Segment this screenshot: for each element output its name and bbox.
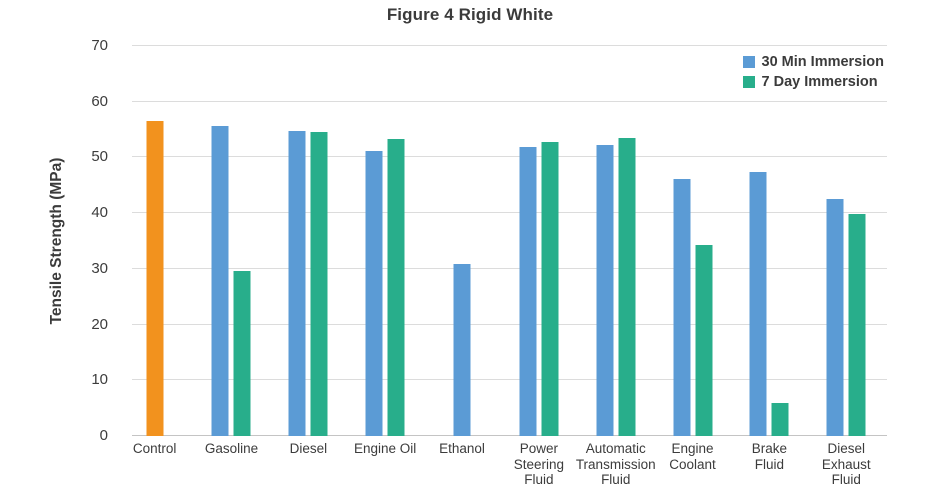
chart-title: Figure 4 Rigid White — [386, 5, 554, 24]
gridline-30 — [132, 267, 887, 269]
gridline-60 — [132, 100, 887, 102]
legend: 30 Min Immersion 7 Day Immersion — [742, 54, 884, 90]
bar-control — [146, 121, 164, 436]
bar-group-automatic — [596, 138, 636, 436]
legend-item-30-min-immersion: 30 Min Immersion — [742, 54, 884, 70]
y-tick-label-30: 30 — [91, 259, 108, 277]
y-tick-label-10: 10 — [91, 371, 108, 389]
bar-7-day-immersion — [310, 132, 328, 436]
legend-swatch-icon — [742, 56, 755, 68]
bar-7-day-immersion — [233, 271, 251, 436]
x-axis-label: Automatic Transmission Fluid — [575, 441, 656, 488]
bar-30-min-immersion — [749, 172, 767, 436]
y-axis-title: Tensile Strength (MPa) — [48, 157, 65, 325]
x-axis-label: Gasoline — [204, 441, 259, 456]
bar-group-gasoline — [211, 126, 251, 436]
y-tick-label-40: 40 — [91, 204, 108, 222]
gridline-20 — [132, 323, 887, 325]
bar-30-min-immersion — [826, 199, 844, 436]
x-axis-label: Ethanol — [439, 441, 485, 456]
bar-group-engine-oil — [365, 139, 405, 436]
gridline-0 — [132, 435, 887, 436]
bar-30-min-immersion — [211, 126, 229, 436]
gridline-50 — [132, 156, 887, 158]
y-tick-label-50: 50 — [91, 148, 108, 166]
x-axis-label: Diesel Exhaust Fluid — [821, 441, 871, 488]
bar-group-power — [519, 142, 559, 436]
gridline-10 — [132, 379, 887, 381]
x-axis-label: Brake Fluid — [751, 441, 788, 472]
x-axis-label: Diesel — [289, 441, 328, 456]
legend-label: 7 Day Immersion — [761, 74, 878, 90]
x-axis-label: Engine Coolant — [669, 441, 716, 472]
bar-group-diesel — [288, 131, 328, 436]
bar-group-diesel — [826, 199, 866, 436]
bar-30-min-immersion — [596, 145, 614, 436]
bar-group-brake — [749, 172, 789, 436]
legend-item-7-day-immersion: 7 Day Immersion — [742, 74, 884, 90]
bar-30-min-immersion — [365, 151, 383, 436]
bar-30-min-immersion — [453, 264, 471, 436]
y-tick-label-20: 20 — [91, 315, 108, 333]
bar-7-day-immersion — [387, 139, 405, 436]
bar-group-control — [146, 121, 164, 436]
y-tick-label-70: 70 — [91, 37, 108, 54]
bar-group-ethanol — [453, 264, 471, 436]
x-axis-label: Power Steering Fluid — [513, 441, 565, 488]
bar-30-min-immersion — [288, 131, 306, 436]
bar-7-day-immersion — [618, 138, 636, 436]
gridline-40 — [132, 212, 887, 214]
bar-group-engine — [673, 179, 713, 436]
bar-7-day-immersion — [541, 142, 559, 436]
legend-label: 30 Min Immersion — [761, 54, 884, 70]
plot-area — [132, 45, 887, 436]
x-axis-label: Control — [132, 441, 177, 456]
bar-7-day-immersion — [771, 403, 789, 436]
x-axis-label: Engine Oil — [354, 441, 417, 456]
bar-7-day-immersion — [695, 245, 713, 436]
legend-swatch-icon — [742, 76, 755, 88]
y-tick-label-0: 0 — [99, 427, 108, 444]
bar-30-min-immersion — [519, 147, 537, 436]
bar-30-min-immersion — [673, 179, 691, 436]
gridline-70 — [132, 45, 887, 46]
bar-7-day-immersion — [848, 214, 866, 436]
y-tick-label-60: 60 — [91, 92, 108, 110]
